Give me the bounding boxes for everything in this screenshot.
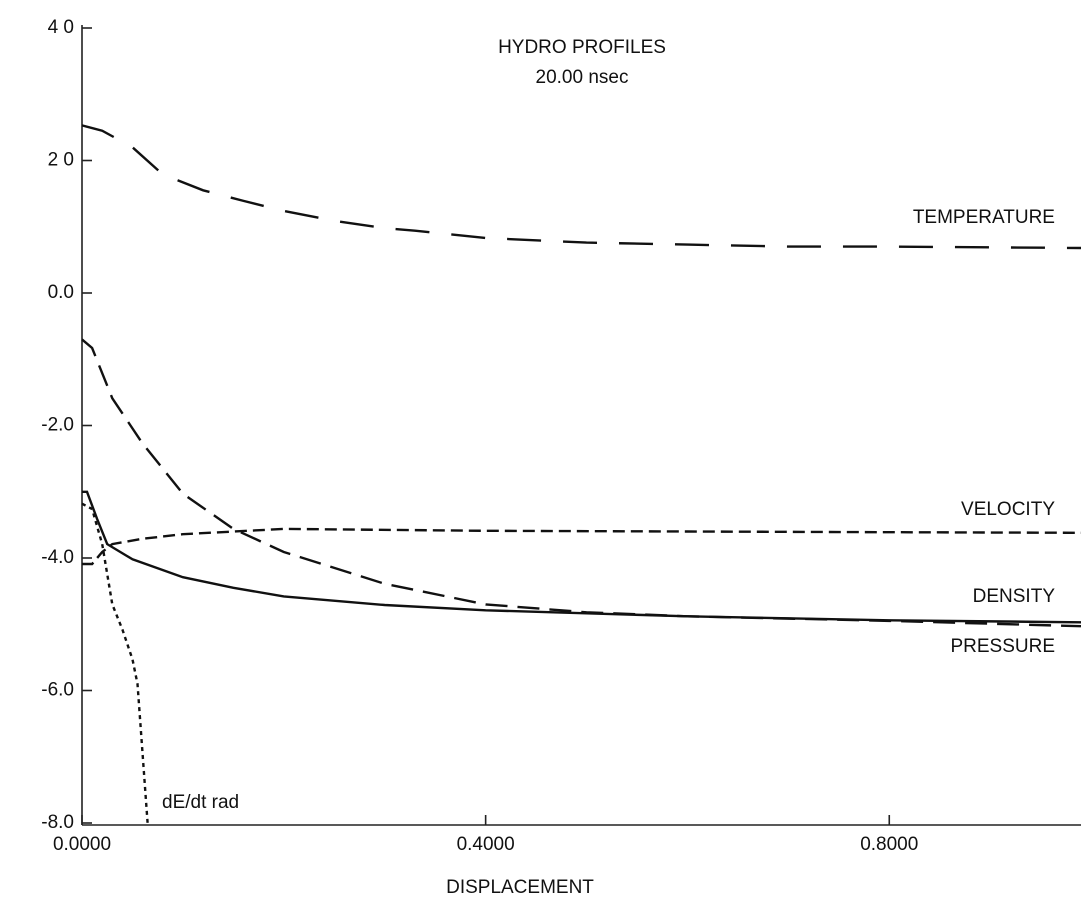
chart-subtitle: 20.00 nsec [536, 67, 629, 88]
y-tick-label: -2.0 [41, 415, 74, 436]
y-tick-label: -8.0 [41, 812, 74, 833]
x-tick-label: 0.8000 [860, 834, 918, 855]
y-tick-label: 4 0 [48, 17, 74, 38]
x-axis-label: DISPLACEMENT [446, 877, 594, 898]
y-tick-label: 2 0 [48, 150, 74, 171]
y-tick-label: -6.0 [41, 680, 74, 701]
series-line [81, 338, 1081, 628]
series-label: PRESSURE [950, 636, 1055, 657]
series-line [81, 124, 1081, 250]
y-tick-label: 0.0 [48, 282, 74, 303]
series-label: VELOCITY [961, 499, 1055, 520]
chart-title: HYDRO PROFILES [498, 37, 666, 58]
series-label: DENSITY [973, 586, 1056, 607]
x-tick-label: 0.0000 [53, 834, 111, 855]
y-tick-label: -4.0 [41, 547, 74, 568]
series-label: TEMPERATURE [913, 207, 1055, 228]
series-line [82, 490, 1081, 624]
x-tick-label: 0.4000 [457, 834, 515, 855]
series-line [81, 502, 149, 824]
series-label: dE/dt rad [162, 792, 239, 813]
series-line [82, 527, 1081, 566]
